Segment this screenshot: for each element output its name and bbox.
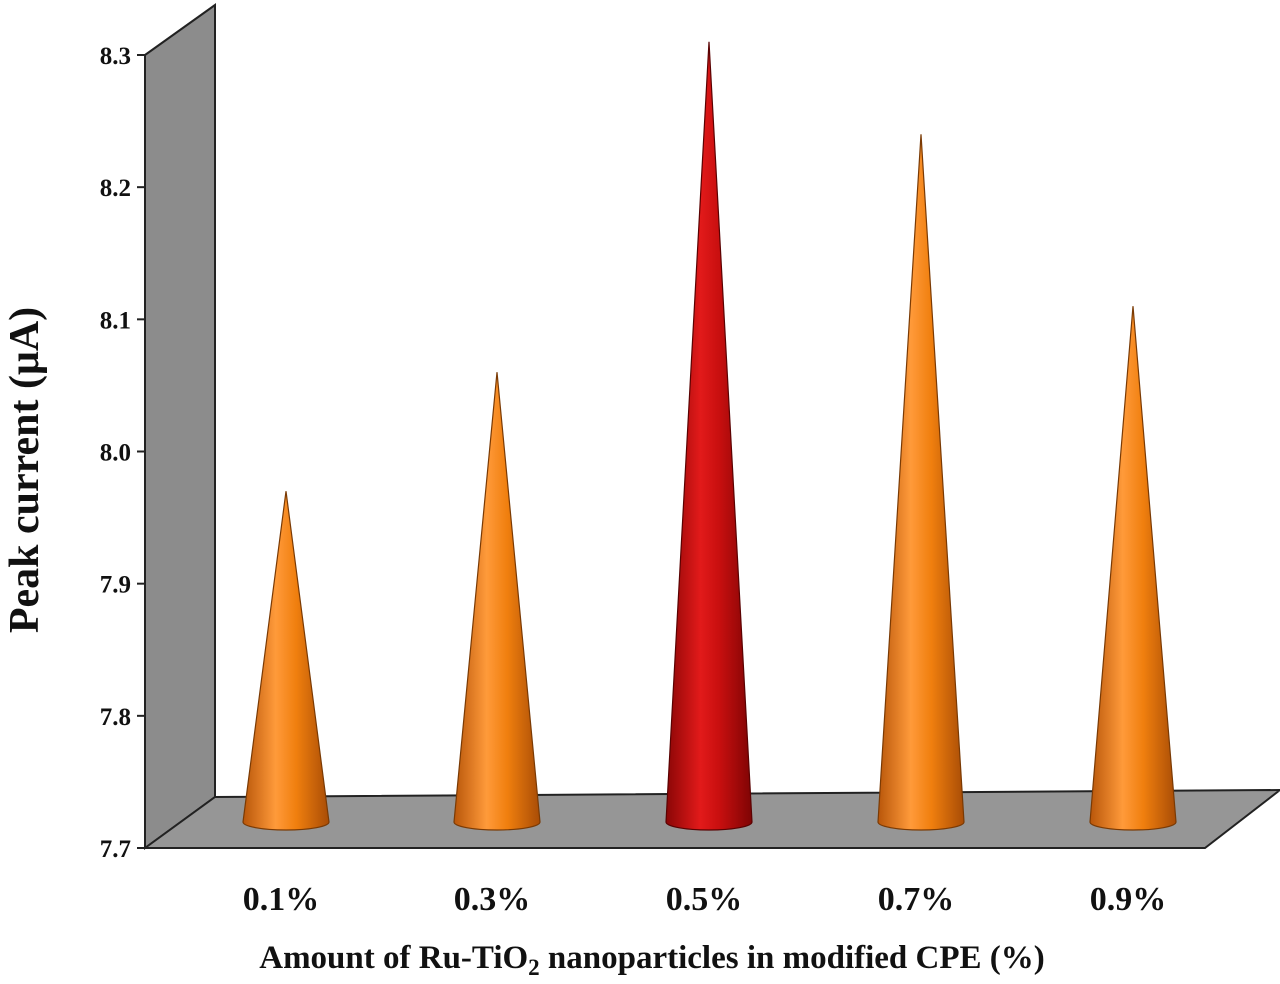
y-tick-label: 8.1	[100, 307, 131, 334]
back-wall	[144, 3, 216, 850]
x-tick-label: 0.3%	[454, 881, 531, 918]
x-axis-title-prefix: Amount of Ru-TiO	[259, 940, 528, 976]
cones-group	[242, 41, 1177, 831]
y-tick-label: 7.7	[100, 836, 131, 863]
cone-bar-0.5%	[665, 41, 753, 831]
y-tick-label: 8.3	[100, 43, 131, 70]
x-axis-tick-labels: 0.1% 0.3% 0.5% 0.7% 0.9%	[243, 881, 1167, 918]
cone-bar-0.1%	[242, 491, 330, 831]
cone-bar-0.9%	[1089, 306, 1177, 831]
y-axis-ticks: 7.7 7.8 7.9 8.0 8.1 8.2 8.3	[100, 43, 145, 863]
cone-body	[877, 134, 965, 831]
cone-bar-0.7%	[877, 134, 965, 831]
cone-body	[665, 41, 753, 831]
x-axis-title-subscript: 2	[528, 955, 540, 980]
cone-body	[453, 372, 541, 831]
x-tick-label: 0.5%	[666, 881, 743, 918]
cone-body	[1089, 306, 1177, 831]
x-axis-title-suffix: nanoparticles in modified CPE (%)	[540, 940, 1045, 976]
y-tick-label: 8.0	[100, 440, 131, 467]
x-tick-label: 0.9%	[1090, 881, 1167, 918]
cone-bar-0.3%	[453, 372, 541, 831]
y-axis-title: Peak current (μA)	[2, 307, 48, 633]
x-axis-title: Amount of Ru-TiO2 nanoparticles in modif…	[259, 940, 1045, 980]
y-tick-label: 8.2	[100, 175, 131, 202]
y-tick-label: 7.8	[100, 704, 131, 731]
x-tick-label: 0.1%	[243, 881, 320, 918]
cone-body	[242, 491, 330, 831]
y-tick-label: 7.9	[100, 572, 131, 599]
x-tick-label: 0.7%	[878, 881, 955, 918]
